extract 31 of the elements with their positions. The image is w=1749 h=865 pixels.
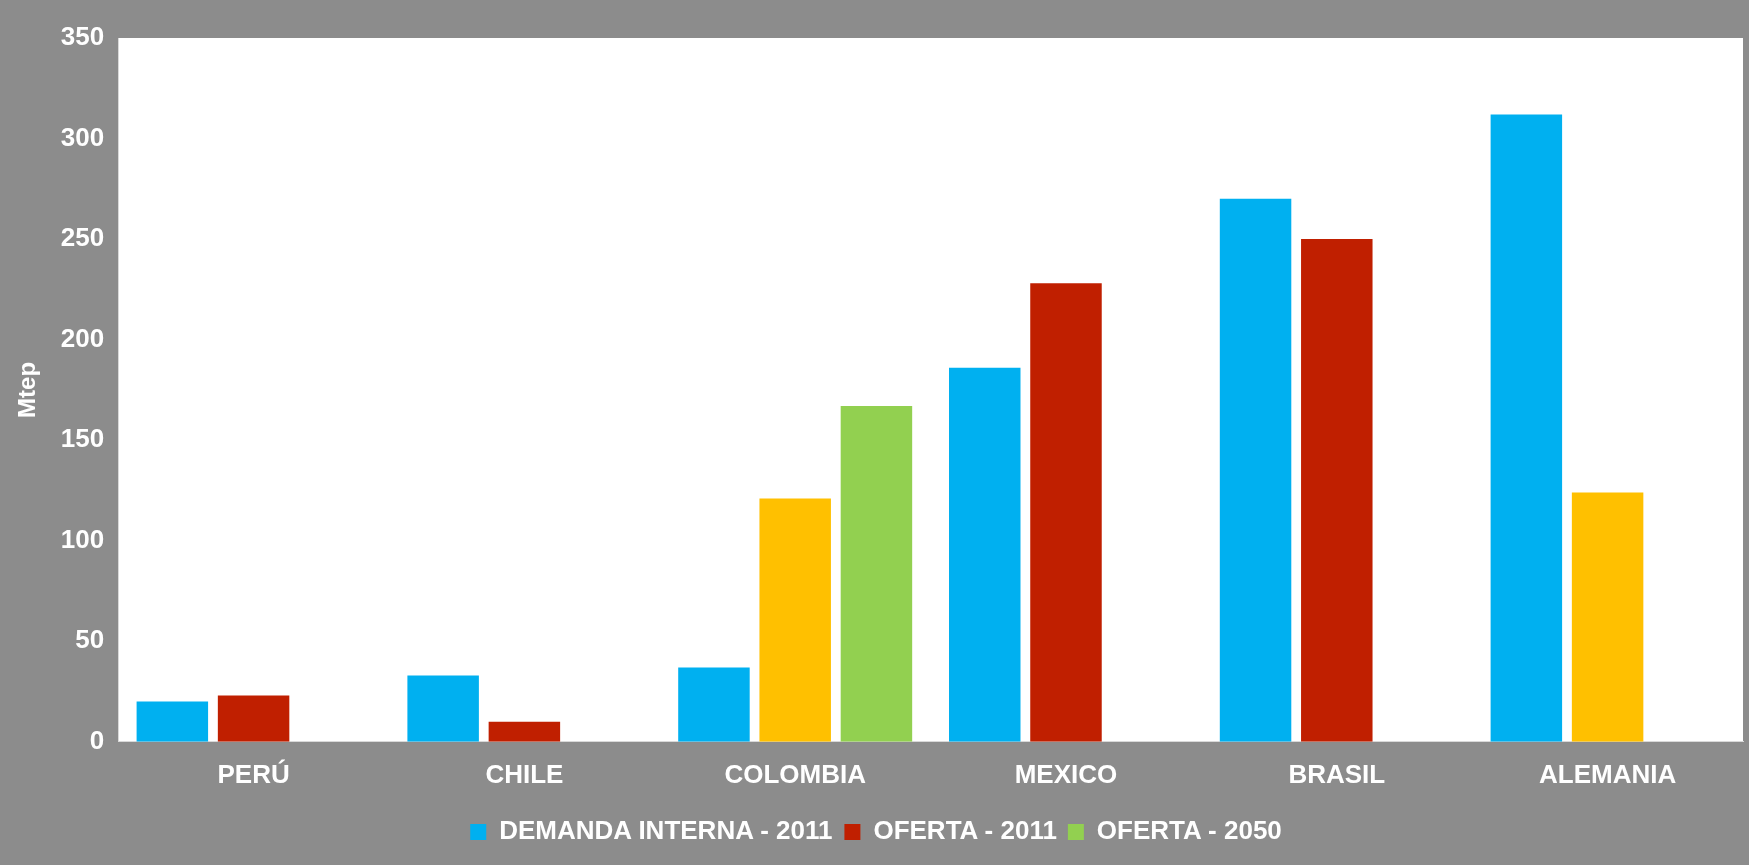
bar [1301, 239, 1373, 742]
bar [1030, 283, 1102, 742]
bar [840, 405, 913, 742]
bar [1219, 198, 1292, 742]
legend-label: OFERTA - 2011 [873, 815, 1057, 846]
y-tick-label: 100 [60, 523, 105, 554]
y-tick-label: 0 [89, 724, 105, 755]
bar [1571, 492, 1644, 742]
bar [136, 701, 209, 742]
x-tick-label: CHILE [485, 758, 564, 789]
y-tick-label: 200 [60, 322, 105, 353]
y-axis-title: Mtep [13, 361, 41, 418]
x-tick-label: BRASIL [1288, 758, 1386, 789]
x-tick-label: COLOMBIA [724, 758, 867, 789]
bar [678, 667, 750, 742]
bar [217, 695, 290, 742]
y-tick-label: 350 [60, 21, 105, 52]
y-tick-label: 150 [60, 423, 105, 454]
bar [1490, 114, 1563, 742]
bar [488, 721, 561, 742]
y-tick-label: 50 [75, 624, 105, 655]
bar [407, 675, 479, 742]
legend-label: DEMANDA INTERNA - 2011 [499, 815, 833, 846]
bar [759, 498, 831, 742]
y-tick-label: 300 [60, 121, 105, 152]
x-tick-label: ALEMANIA [1538, 758, 1677, 789]
y-tick-label: 250 [60, 222, 105, 253]
bar [949, 367, 1021, 742]
x-tick-label: MEXICO [1014, 758, 1118, 789]
x-tick-label: PERÚ [217, 758, 290, 789]
legend-label: OFERTA - 2050 [1096, 815, 1282, 846]
